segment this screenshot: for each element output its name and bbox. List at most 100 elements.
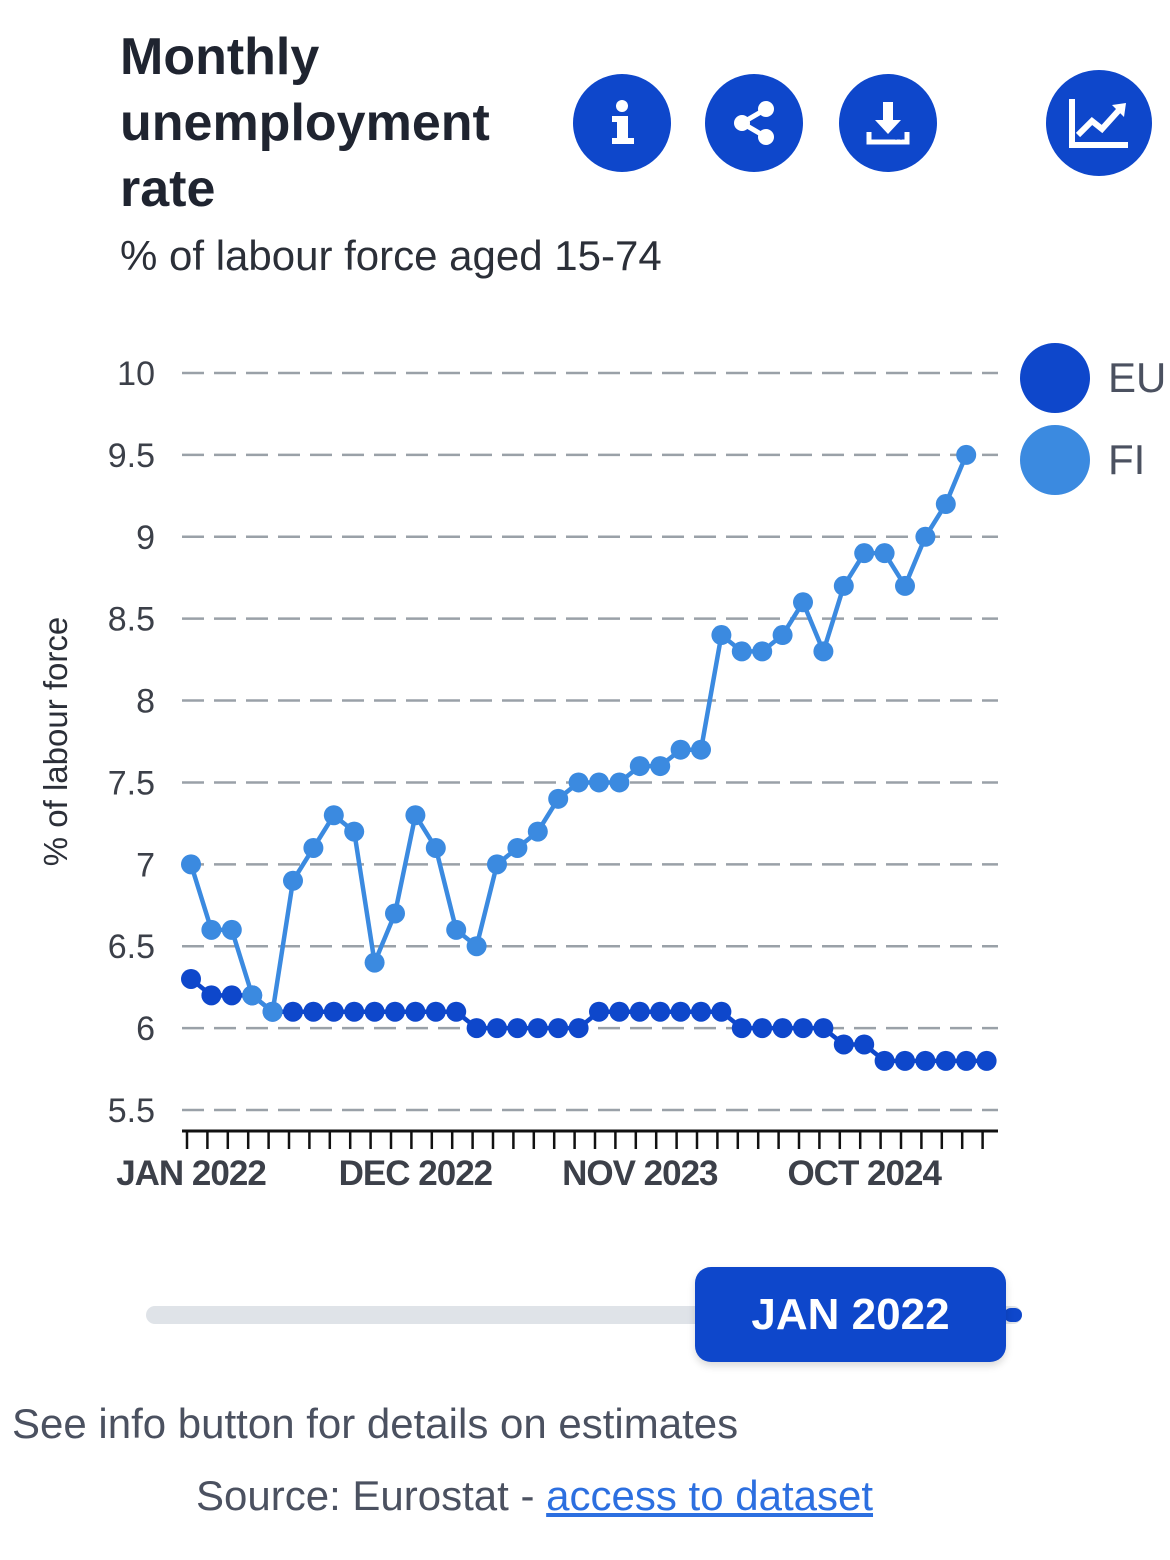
data-point-eu [385, 1001, 405, 1022]
data-point-eu [344, 1001, 365, 1022]
download-button[interactable] [839, 74, 937, 172]
data-point-eu [691, 1001, 711, 1022]
source-prefix: Source: Eurostat - [196, 1472, 547, 1519]
series-line-fi [188, 454, 969, 1016]
y-tick-label: 10 [117, 355, 155, 393]
data-point-eu [609, 1001, 630, 1022]
data-point-eu [976, 1050, 997, 1071]
legend-swatch-fi [1020, 425, 1090, 495]
data-point-eu [303, 1001, 324, 1022]
data-point-fi [589, 772, 609, 793]
data-point-fi [405, 805, 426, 826]
estimates-note: See info button for details on estimates [12, 1400, 739, 1447]
data-point-eu [446, 1001, 467, 1022]
y-tick-label: 7.5 [108, 764, 155, 802]
data-point-fi [711, 625, 732, 646]
legend-swatch-eu [1020, 343, 1090, 413]
series-line-eu [189, 977, 987, 1064]
data-point-fi [752, 641, 773, 662]
data-point-fi [813, 641, 834, 662]
data-point-eu [772, 1018, 793, 1039]
data-point-eu [548, 1018, 569, 1039]
data-point-fi [833, 575, 854, 596]
data-point-fi [772, 625, 793, 646]
data-point-eu [466, 1018, 487, 1039]
legend-label-eu: EU [1108, 354, 1167, 401]
data-point-eu [629, 1001, 650, 1022]
data-point-fi [548, 788, 569, 809]
data-point-fi [323, 805, 344, 826]
y-tick-label: 7 [136, 846, 155, 884]
data-point-fi [650, 756, 671, 777]
data-point-fi [221, 919, 242, 940]
data-point-fi [793, 592, 813, 613]
y-tick-label: 8 [136, 683, 155, 721]
data-point-eu [405, 1001, 426, 1022]
data-point-fi [935, 494, 956, 515]
data-point-fi [487, 854, 507, 875]
data-point-fi [242, 985, 263, 1006]
data-point-eu [507, 1018, 528, 1039]
data-point-fi [385, 903, 405, 924]
data-point-fi [283, 870, 303, 891]
legend-item-eu[interactable]: EU [1020, 343, 1166, 413]
data-point-eu [487, 1018, 507, 1039]
share-icon [734, 101, 774, 145]
y-tick-label: 6 [136, 1010, 155, 1048]
chart-title: Monthly unemployment rate [120, 28, 490, 218]
time-slider-handle[interactable]: JAN 2022 [695, 1267, 1006, 1362]
y-axis-label: % of labour force [37, 617, 74, 866]
data-point-fi [507, 837, 528, 858]
line-chart: 10 9.5 9 8.5 8 7.5 7 6.5 6 5.5 % of labour force JA… [37, 355, 998, 1193]
share-button[interactable] [705, 74, 803, 172]
data-point-eu [650, 1001, 671, 1022]
data-point-eu [731, 1018, 752, 1039]
data-point-fi [629, 756, 650, 777]
data-point-eu [915, 1050, 936, 1071]
data-point-fi [731, 641, 752, 662]
data-point-fi [609, 772, 630, 793]
y-tick-label: 6.5 [108, 928, 155, 966]
data-point-fi [201, 919, 222, 940]
data-point-fi [446, 919, 467, 940]
data-point-fi [895, 575, 915, 596]
data-point-eu [527, 1018, 548, 1039]
data-point-eu [752, 1018, 773, 1039]
legend-item-fi[interactable]: FI [1020, 425, 1145, 495]
dataset-link[interactable]: access to dataset [546, 1472, 874, 1519]
data-point-fi [874, 543, 895, 564]
data-point-fi [303, 837, 324, 858]
data-point-eu [221, 985, 242, 1006]
data-point-fi [527, 821, 548, 842]
data-point-eu [874, 1050, 895, 1071]
y-tick-label: 8.5 [108, 601, 155, 639]
chart-subtitle: % of labour force aged 15-74 [120, 232, 662, 279]
y-tick-label: 5.5 [108, 1092, 155, 1130]
data-point-eu [323, 1001, 344, 1022]
data-point-fi [425, 837, 446, 858]
y-tick-label: 9.5 [108, 437, 155, 475]
data-point-eu [425, 1001, 446, 1022]
chart-type-button[interactable] [1046, 70, 1152, 176]
data-point-eu [956, 1050, 977, 1071]
chart-type-icon [1069, 99, 1128, 148]
data-point-fi [344, 821, 365, 842]
data-point-eu [181, 968, 201, 989]
data-point-fi [262, 1001, 283, 1022]
y-tick-label: 9 [136, 519, 155, 557]
data-point-eu [935, 1050, 956, 1071]
data-point-eu [201, 985, 222, 1006]
data-point-eu [793, 1018, 813, 1039]
x-tick-label: OCT 2024 [787, 1154, 942, 1193]
data-point-fi [691, 739, 711, 760]
info-button[interactable] [573, 74, 671, 172]
info-icon [612, 100, 634, 144]
data-point-eu [813, 1018, 834, 1039]
data-point-eu [895, 1050, 915, 1071]
x-tick-label: JAN 2022 [116, 1154, 266, 1193]
data-point-fi [915, 526, 936, 547]
data-point-eu [568, 1018, 589, 1039]
data-point-eu [283, 1001, 303, 1022]
data-point-fi [568, 772, 589, 793]
x-tick-label: DEC 2022 [339, 1154, 493, 1193]
